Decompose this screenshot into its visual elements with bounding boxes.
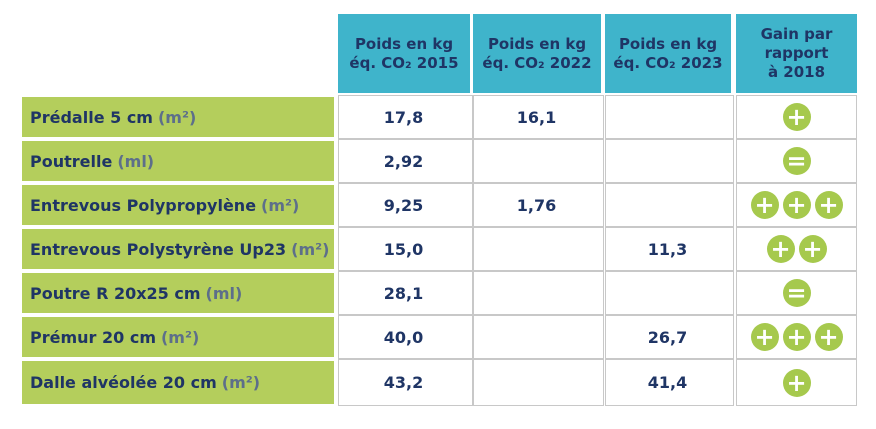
label-text: Prédalle 5 cm [30,107,153,127]
value-text: 28,1 [383,283,424,303]
gain-cell: + [736,95,857,139]
value-cell [605,139,734,183]
value-text: 15,0 [383,239,424,259]
label-unit: (m²) [160,327,200,347]
gain-icon: + [782,103,811,131]
row-label: Entrevous Polypropylène (m²) [22,185,334,225]
gain-icon: + [782,191,811,219]
header-line: Gain par [760,25,833,43]
value-text: 17,8 [383,107,424,127]
value-cell: 40,0 [338,315,473,359]
gain-icon: + [766,235,795,263]
gain-icon: + [750,191,779,219]
gain-icon: + [814,323,843,351]
value-text: 1,76 [516,195,557,215]
gain-icon: = [782,279,811,307]
row-label: Entrevous Polystyrène Up23 (m²) [22,229,334,269]
value-cell: 1,76 [473,183,604,227]
header-line: Poids en kg [354,34,454,53]
value-cell: 43,2 [338,359,473,406]
value-cell: 15,0 [338,227,473,271]
value-cell: 28,1 [338,271,473,315]
value-cell [605,271,734,315]
value-cell [473,139,604,183]
value-cell [473,359,604,406]
row-label: Poutre R 20x25 cm (ml) [22,273,334,313]
label-text: Entrevous Polystyrène Up23 [30,239,287,259]
label-text: Poutrelle [30,151,113,171]
header-line: éq. CO₂ 2015 [349,53,459,72]
value-cell: 2,92 [338,139,473,183]
value-text: 11,3 [647,239,688,259]
value-cell [473,227,604,271]
value-cell [473,271,604,315]
value-cell [473,315,604,359]
gain-icon: + [814,191,843,219]
column-header: Gain par rapport à 2018 [736,14,857,93]
value-cell: 11,3 [605,227,734,271]
gain-icon: = [782,147,811,175]
gain-cell: + + [736,227,857,271]
value-text: 26,7 [647,327,688,347]
value-text: 16,1 [516,107,557,127]
value-cell: 41,4 [605,359,734,406]
value-cell: 16,1 [473,95,604,139]
label-unit: (ml) [205,283,243,303]
value-text: 40,0 [383,327,424,347]
label-unit: (m²) [291,239,330,259]
header-line: éq. CO₂ 2023 [613,53,723,72]
label-text: Entrevous Polypropylène [30,195,257,215]
value-text: 41,4 [647,373,688,392]
value-cell: 26,7 [605,315,734,359]
label-text: Prémur 20 cm [30,327,156,347]
value-text: 43,2 [383,373,424,392]
value-text: 2,92 [383,151,424,171]
label-unit: (ml) [117,151,155,171]
label-text: Dalle alvéolée 20 cm [30,373,217,392]
label-unit: (m²) [221,373,261,392]
header-line: à 2018 [767,63,826,81]
column-header: Poids en kg éq. CO₂ 2023 [605,14,731,93]
row-label: Dalle alvéolée 20 cm (m²) [22,361,334,404]
value-cell: 9,25 [338,183,473,227]
label-text: Poutre R 20x25 cm [30,283,201,303]
header-line: Poids en kg [487,34,587,53]
row-label: Prédalle 5 cm (m²) [22,97,334,137]
label-unit: (m²) [157,107,197,127]
label-unit: (m²) [261,195,300,215]
gain-cell: + + + [736,183,857,227]
header-line: rapport [764,44,829,62]
row-label: Prémur 20 cm (m²) [22,317,334,357]
gain-cell: + + + [736,315,857,359]
value-cell [605,183,734,227]
value-cell: 17,8 [338,95,473,139]
gain-icon: + [782,323,811,351]
column-header: Poids en kg éq. CO₂ 2022 [473,14,601,93]
gain-cell: + [736,359,857,406]
value-text: 9,25 [383,195,424,215]
header-line: Poids en kg [618,34,718,53]
header-line: éq. CO₂ 2022 [482,53,592,72]
gain-icon: + [798,235,827,263]
gain-icon: + [750,323,779,351]
gain-cell: = [736,139,857,183]
column-header: Poids en kg éq. CO₂ 2015 [338,14,470,93]
value-cell [605,95,734,139]
gain-icon: + [782,368,811,397]
row-label: Poutrelle (ml) [22,141,334,181]
gain-cell: = [736,271,857,315]
